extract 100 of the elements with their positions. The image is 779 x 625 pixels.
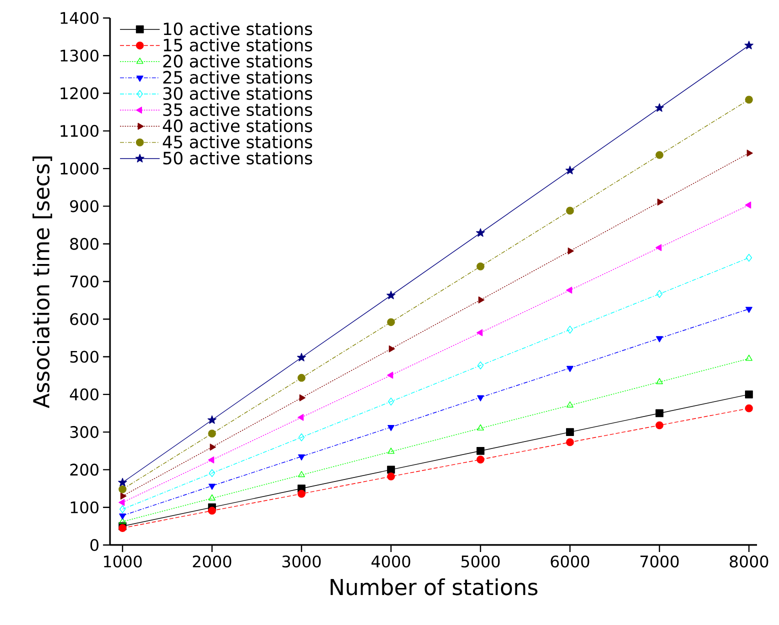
point [298, 433, 305, 442]
point [476, 446, 484, 455]
y-tick-label: 1400 [60, 12, 98, 24]
point [298, 454, 305, 460]
y-tick-label: 1300 [60, 50, 98, 62]
point [208, 469, 216, 478]
y-axis-title: Association time [secs] [32, 156, 52, 408]
legend-label: 15 active stations [164, 38, 312, 52]
y-tick-label: 100 [70, 501, 98, 514]
legend-label: 45 active stations [162, 135, 312, 148]
point [656, 244, 662, 252]
point [208, 494, 216, 500]
point [298, 471, 305, 478]
x-tick-label: 3000 [282, 555, 321, 568]
legend-label: 20 active stations [163, 54, 312, 68]
point [656, 421, 664, 430]
point [478, 296, 484, 304]
point [298, 374, 306, 382]
point [746, 354, 752, 361]
x-tick-label: 1000 [104, 555, 142, 568]
point [476, 456, 484, 464]
y-tick-label: 500 [70, 350, 98, 363]
point [118, 498, 125, 506]
y-tick-label: 600 [70, 313, 98, 326]
point [298, 490, 306, 498]
point [210, 444, 216, 451]
point [566, 428, 574, 436]
point [746, 150, 753, 157]
point [656, 378, 663, 384]
x-tick-label: 6000 [550, 555, 590, 568]
point [387, 472, 395, 480]
point [657, 198, 664, 206]
point [566, 326, 574, 334]
point [118, 478, 127, 486]
point [566, 401, 574, 408]
point [387, 372, 394, 379]
point [476, 228, 485, 237]
point [297, 352, 306, 362]
x-tick-label: 7000 [640, 555, 679, 568]
point [120, 492, 126, 500]
point [744, 40, 754, 50]
point [388, 425, 394, 432]
point [656, 290, 663, 298]
point [476, 262, 484, 270]
point [656, 151, 664, 159]
point [388, 398, 394, 406]
point [568, 248, 574, 254]
point [566, 438, 574, 446]
legend-label: 50 active stations [163, 151, 312, 165]
legend-label: 25 active stations [163, 70, 312, 84]
point [655, 103, 664, 112]
y-tick-label: 1000 [60, 162, 98, 175]
legend-label: 35 active stations [163, 102, 312, 116]
point [118, 485, 126, 494]
x-tick-label: 5000 [461, 555, 500, 568]
y-tick-label: 300 [70, 426, 98, 438]
y-tick-label: 800 [70, 238, 98, 250]
point [208, 506, 216, 515]
point [119, 505, 126, 514]
point [745, 96, 753, 104]
point [746, 254, 752, 262]
point [208, 430, 216, 438]
point [119, 513, 126, 520]
y-tick-label: 0 [90, 538, 98, 552]
point [299, 394, 306, 402]
legend-label: 30 active stations [163, 86, 312, 100]
x-tick-label: 4000 [372, 555, 410, 568]
y-tick-label: 200 [70, 464, 98, 476]
point [388, 345, 395, 352]
point [119, 518, 126, 524]
x-tick-label: 8000 [730, 555, 768, 568]
point [656, 336, 663, 342]
legend-label: 10 active stations [164, 22, 312, 36]
y-tick-label: 700 [70, 275, 98, 288]
point [566, 166, 574, 174]
y-tick-label: 400 [70, 388, 98, 400]
x-axis-title: Number of stations [330, 578, 538, 596]
point [566, 286, 572, 294]
point [656, 409, 664, 418]
point [298, 414, 304, 421]
point [388, 448, 394, 454]
y-tick-label: 1100 [60, 124, 98, 137]
point [477, 424, 484, 430]
y-tick-label: 1200 [60, 87, 98, 100]
point [386, 290, 396, 300]
legend-label: 40 active stations [162, 119, 312, 132]
point [566, 206, 574, 215]
point [746, 306, 752, 313]
point [745, 404, 753, 412]
point [566, 366, 574, 372]
point [387, 318, 395, 326]
point [745, 202, 752, 209]
y-tick-label: 900 [70, 200, 98, 212]
point [745, 390, 753, 398]
point [208, 456, 214, 464]
point [477, 395, 484, 402]
point [387, 466, 395, 474]
point [477, 361, 484, 370]
x-tick-label: 2000 [192, 555, 232, 568]
point [208, 484, 216, 490]
